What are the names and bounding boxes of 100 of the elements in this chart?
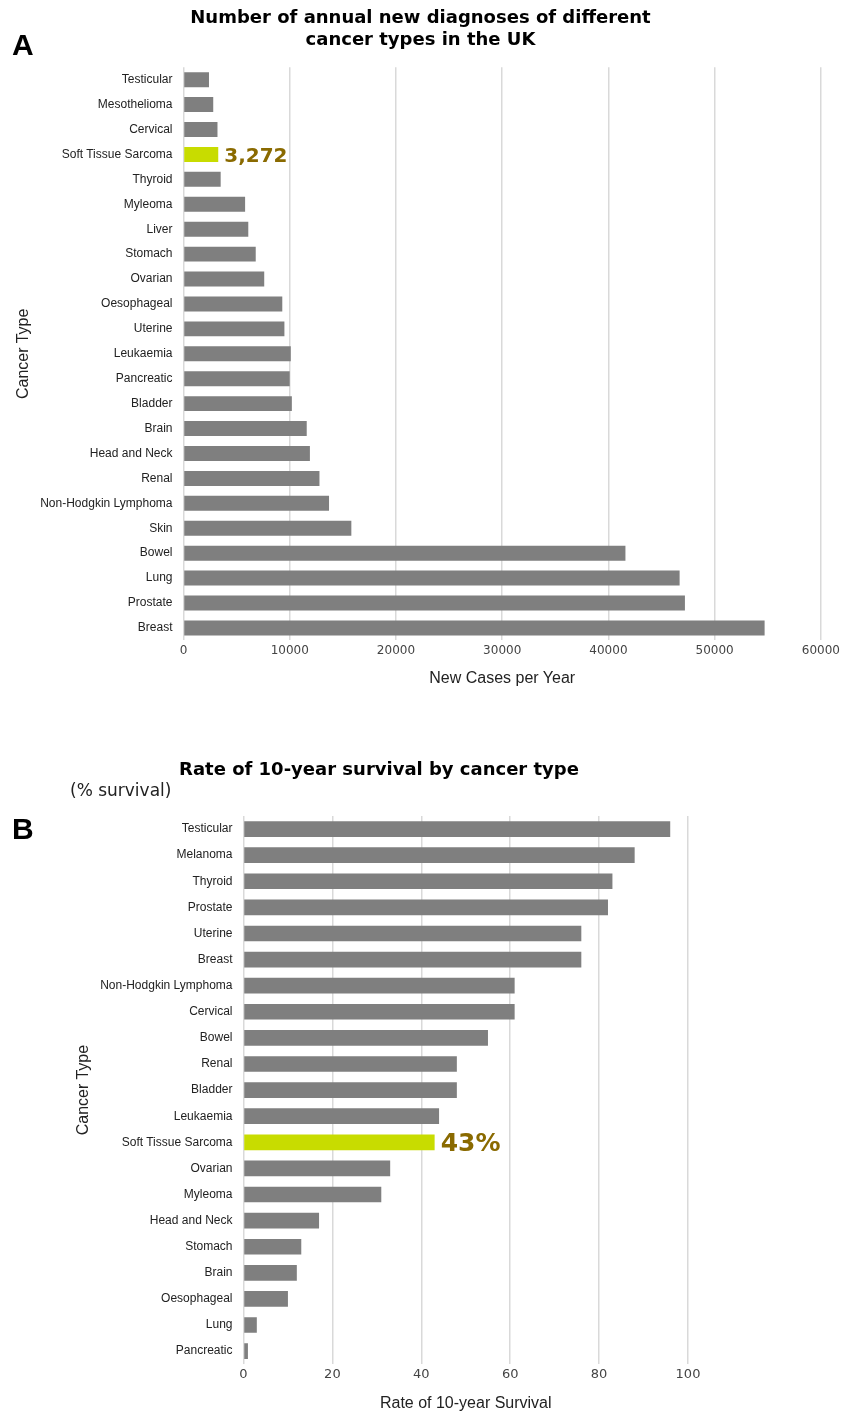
- bar: [184, 421, 307, 437]
- bar: [184, 97, 214, 113]
- x-tick-label: 60000: [801, 642, 841, 657]
- bar: [244, 1030, 488, 1046]
- y-tick-label: Pancreatic: [115, 371, 173, 386]
- y-tick-label: Renal: [141, 470, 173, 485]
- bar: [244, 1186, 382, 1203]
- bar: [244, 873, 613, 890]
- y-tick-label: Oesophageal: [161, 1291, 233, 1306]
- bar: [184, 470, 320, 486]
- bar: [184, 296, 283, 312]
- bar: [244, 1238, 302, 1255]
- y-tick-label: Liver: [146, 221, 173, 236]
- text: A: [12, 28, 34, 62]
- x-tick-label: 20000: [376, 642, 416, 657]
- x-tick-label: 80: [590, 1366, 608, 1382]
- bar: [244, 847, 635, 863]
- bar: [244, 1291, 288, 1307]
- bar: [184, 196, 246, 212]
- bar: [184, 545, 626, 561]
- y-tick-label: Soft Tissue Sarcoma: [61, 146, 173, 161]
- bar: [184, 495, 330, 511]
- text: B: [12, 812, 34, 846]
- chart-title: Rate of 10-year survival by cancer type: [179, 758, 579, 780]
- bar: [184, 221, 249, 237]
- y-tick-label: Thyroid: [132, 171, 173, 186]
- chart-title: Number of annual new diagnoses of different cancer types in the UK: [190, 6, 652, 50]
- y-axis-title: Cancer Type: [74, 1044, 92, 1136]
- y-tick-label: Prostate: [187, 899, 233, 914]
- chart-subtitle: (% survival): [70, 780, 172, 801]
- bar: [184, 271, 265, 287]
- y-tick-label: Brain: [204, 1265, 233, 1280]
- bar: [184, 396, 292, 412]
- bar: [184, 595, 685, 611]
- bar: [244, 1003, 515, 1020]
- bar: [184, 446, 310, 461]
- y-tick-label: Lung: [205, 1317, 233, 1332]
- x-tick-label: 40: [413, 1366, 430, 1382]
- bar: [184, 321, 285, 337]
- y-tick-label: Uterine: [133, 321, 173, 336]
- bar: [184, 246, 256, 262]
- bar: [184, 72, 209, 88]
- data-label: 3,272: [224, 142, 288, 167]
- x-tick-label: 0: [179, 642, 188, 657]
- y-tick-label: Brain: [144, 420, 173, 435]
- bar: [184, 122, 218, 137]
- bar: [184, 146, 219, 162]
- bar: [244, 925, 582, 942]
- bar: [244, 899, 608, 916]
- bar: [244, 1134, 435, 1151]
- y-tick-label: Ovarian: [190, 1160, 233, 1175]
- x-axis-title: Rate of 10-year Survival: [379, 1393, 552, 1411]
- bar: [244, 1212, 320, 1229]
- bar: [244, 821, 671, 837]
- bar: [184, 620, 765, 636]
- y-tick-label: Thyroid: [192, 873, 233, 888]
- bar: [244, 951, 582, 968]
- data-label: 43%: [440, 1127, 501, 1157]
- x-tick-label: 40000: [589, 642, 628, 657]
- y-tick-label: Bladder: [131, 395, 173, 410]
- y-tick-label: Breast: [137, 620, 174, 635]
- y-tick-label: Bladder: [191, 1082, 233, 1097]
- y-tick-label: Head and Neck: [89, 445, 174, 460]
- y-tick-label: Stomach: [185, 1239, 233, 1254]
- y-tick-label: Bowel: [199, 1030, 233, 1045]
- bar: [184, 520, 352, 536]
- bar: [184, 570, 680, 586]
- y-tick-label: Leukaemia: [113, 346, 173, 361]
- y-tick-label: Mesothelioma: [97, 96, 173, 111]
- y-tick-label: Prostate: [127, 595, 173, 610]
- y-tick-label: Uterine: [193, 925, 233, 940]
- bar: [244, 1265, 297, 1281]
- x-tick-label: 100: [675, 1366, 701, 1382]
- bar: [244, 1056, 457, 1072]
- x-tick-label: 60: [501, 1366, 519, 1382]
- bar: [244, 1317, 257, 1333]
- y-tick-label: Bowel: [139, 545, 173, 560]
- bar: [184, 171, 221, 187]
- y-tick-label: Melanoma: [176, 847, 233, 862]
- y-tick-label: Myleoma: [183, 1186, 233, 1201]
- y-tick-label: Skin: [149, 520, 173, 535]
- y-tick-label: Soft Tissue Sarcoma: [121, 1134, 233, 1149]
- y-tick-label: Cervical: [189, 1004, 233, 1019]
- bar: [244, 1108, 440, 1125]
- y-tick-label: Myleoma: [123, 196, 173, 211]
- y-tick-label: Breast: [197, 951, 234, 966]
- y-tick-label: Ovarian: [130, 271, 173, 286]
- bar: [244, 1160, 391, 1177]
- x-tick-label: 50000: [695, 642, 734, 657]
- y-tick-label: Stomach: [125, 246, 173, 261]
- bar: [184, 346, 291, 362]
- y-tick-label: Non-Hodgkin Lymphoma: [40, 495, 173, 510]
- y-tick-label: Renal: [201, 1056, 233, 1071]
- bar: [184, 371, 290, 387]
- x-tick-label: 30000: [483, 642, 522, 657]
- y-tick-label: Testicular: [121, 71, 173, 86]
- bar: [244, 1343, 248, 1359]
- x-tick-label: 0: [239, 1366, 248, 1382]
- y-tick-label: Cervical: [129, 121, 173, 136]
- y-tick-label: Non-Hodgkin Lymphoma: [100, 977, 233, 992]
